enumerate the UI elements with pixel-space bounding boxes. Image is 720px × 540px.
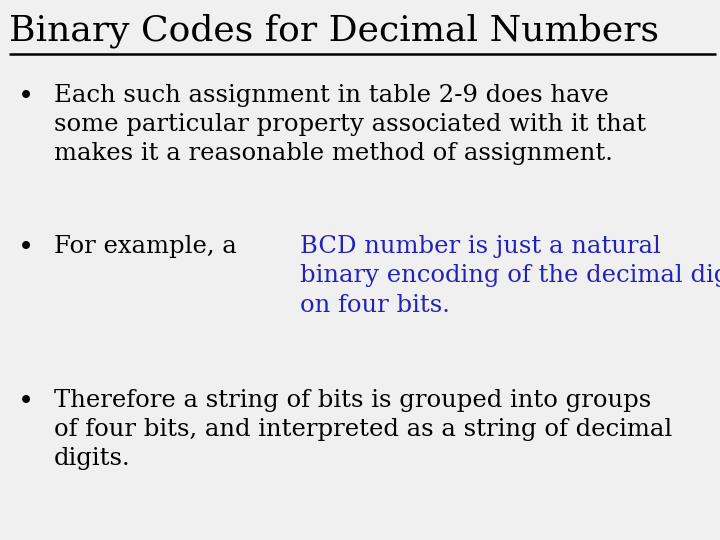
- Text: Therefore a string of bits is grouped into groups
of four bits, and interpreted : Therefore a string of bits is grouped in…: [54, 389, 672, 470]
- Text: For example, a: For example, a: [54, 235, 245, 258]
- Text: •: •: [18, 389, 34, 416]
- Text: Each such assignment in table 2-9 does have
some particular property associated : Each such assignment in table 2-9 does h…: [54, 84, 646, 165]
- Text: •: •: [18, 235, 34, 262]
- Text: BCD number is just a natural
binary encoding of the decimal digits from 0 to 9
o: BCD number is just a natural binary enco…: [300, 235, 720, 316]
- Text: Binary Codes for Decimal Numbers: Binary Codes for Decimal Numbers: [9, 14, 659, 48]
- Text: •: •: [18, 84, 34, 111]
